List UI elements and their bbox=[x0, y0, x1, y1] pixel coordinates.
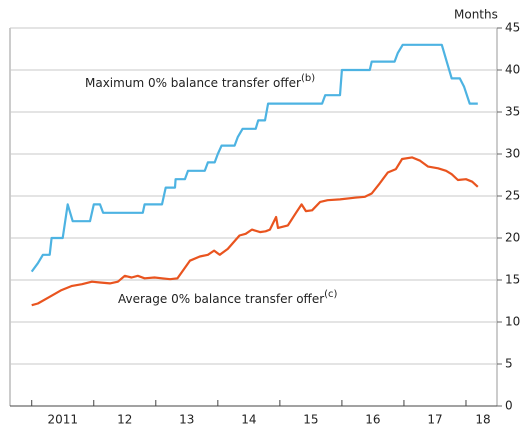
series-annotation: Maximum 0% balance transfer offer(b) bbox=[85, 73, 315, 90]
annotation-text: Maximum 0% balance transfer offer bbox=[85, 76, 301, 90]
y-tick-label: 20 bbox=[505, 231, 520, 245]
y-tick-label: 0 bbox=[505, 399, 513, 413]
y-tick-label: 5 bbox=[505, 357, 513, 371]
annotation-text: Average 0% balance transfer offer bbox=[118, 292, 324, 306]
x-tick-label: 15 bbox=[303, 413, 318, 427]
annotation-note: (c) bbox=[324, 289, 337, 300]
y-axis-label: Months bbox=[454, 8, 498, 22]
x-tick-label: 13 bbox=[179, 413, 194, 427]
x-tick-label: 14 bbox=[241, 413, 256, 427]
annotation-note: (b) bbox=[301, 73, 315, 84]
series-annotation: Average 0% balance transfer offer(c) bbox=[118, 289, 338, 306]
x-tick-label: 2011 bbox=[47, 413, 78, 427]
y-tick-label: 35 bbox=[505, 105, 520, 119]
series-line bbox=[30, 43, 478, 273]
y-tick-label: 30 bbox=[505, 147, 520, 161]
y-tick-label: 40 bbox=[505, 63, 520, 77]
y-tick-label: 15 bbox=[505, 273, 520, 287]
x-tick-label: 18 bbox=[475, 413, 490, 427]
y-tick-label: 25 bbox=[505, 189, 520, 203]
x-tick-label: 16 bbox=[365, 413, 380, 427]
x-tick-label: 12 bbox=[117, 413, 132, 427]
y-tick-label: 10 bbox=[505, 315, 520, 329]
y-tick-label: 45 bbox=[505, 21, 520, 35]
x-tick-label: 17 bbox=[427, 413, 442, 427]
series-line bbox=[31, 156, 479, 307]
plot-area: 0 5 10 15 20 25 30 35 40 45 2011 12 13 14 15 16 17 18 bbox=[9, 21, 520, 427]
